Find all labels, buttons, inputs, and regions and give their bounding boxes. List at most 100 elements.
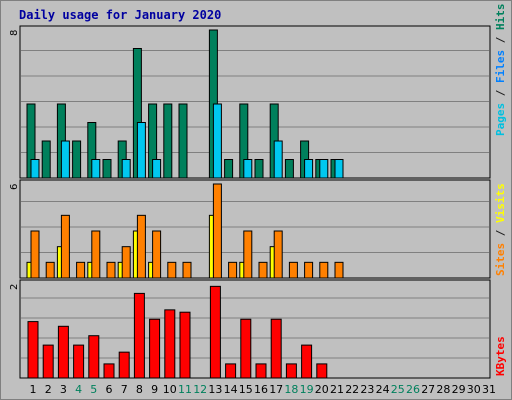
bar-visits-day-11: [182, 261, 192, 279]
bar-visits-day-15: [243, 230, 253, 279]
bar-visits-day-8: [136, 214, 146, 279]
bar-kbytes-day-14: [225, 363, 237, 379]
bar-files-day-15: [243, 159, 253, 179]
bar-visits-day-3: [60, 214, 70, 279]
bar-kbytes-day-6: [103, 363, 115, 379]
bar-hits-day-18: [284, 159, 294, 179]
y-max-label-kbytes: 2: [9, 284, 20, 290]
legend-item: Visits: [494, 183, 507, 223]
x-tick-day-19: 19: [300, 383, 314, 396]
x-tick-day-31: 31: [482, 383, 496, 396]
bar-hits-day-11: [178, 103, 188, 179]
x-tick-day-25: 25: [391, 383, 405, 396]
bar-files-day-7: [121, 159, 131, 179]
bar-kbytes-day-15: [240, 318, 252, 379]
y-max-label-visits: 6: [9, 184, 20, 190]
x-tick-day-18: 18: [284, 383, 298, 396]
legend-item: /: [494, 30, 507, 50]
bar-visits-day-20: [319, 261, 329, 279]
bar-visits-day-13: [212, 183, 222, 279]
bar-kbytes-day-13: [209, 285, 221, 379]
legend-item: /: [494, 83, 507, 103]
x-tick-day-5: 5: [90, 383, 97, 396]
bar-kbytes-day-7: [118, 351, 130, 379]
bar-visits-day-4: [76, 261, 86, 279]
x-tick-day-20: 20: [315, 383, 329, 396]
bar-files-day-21: [334, 159, 344, 179]
bar-kbytes-day-20: [316, 363, 328, 379]
bar-visits-day-16: [258, 261, 268, 279]
x-tick-day-10: 10: [163, 383, 177, 396]
legend-item: Hits: [494, 4, 507, 31]
x-tick-day-28: 28: [436, 383, 450, 396]
bar-kbytes-day-11: [179, 311, 191, 379]
x-tick-day-24: 24: [376, 383, 390, 396]
legend-item: Files: [494, 50, 507, 83]
legend-kbytes: KBytes: [494, 336, 507, 376]
x-tick-day-9: 9: [151, 383, 158, 396]
x-tick-day-21: 21: [330, 383, 344, 396]
bar-kbytes-day-9: [149, 318, 161, 379]
bar-kbytes-day-18: [285, 363, 297, 379]
bar-visits-day-10: [167, 261, 177, 279]
bar-files-day-13: [212, 103, 222, 179]
x-tick-day-23: 23: [360, 383, 374, 396]
bar-kbytes-day-19: [301, 344, 313, 379]
x-tick-day-16: 16: [254, 383, 268, 396]
bar-files-day-5: [91, 159, 101, 179]
bar-hits-day-6: [102, 159, 112, 179]
bar-kbytes-day-4: [73, 344, 85, 379]
bar-kbytes-day-10: [164, 309, 176, 379]
bar-files-day-9: [152, 159, 162, 179]
bar-visits-day-14: [228, 261, 238, 279]
bar-kbytes-day-2: [42, 344, 54, 379]
x-tick-day-3: 3: [60, 383, 67, 396]
bar-visits-day-18: [288, 261, 298, 279]
x-tick-day-1: 1: [30, 383, 37, 396]
bar-files-day-17: [273, 140, 283, 179]
x-tick-day-7: 7: [121, 383, 128, 396]
x-tick-day-4: 4: [75, 383, 82, 396]
legend-item: Pages: [494, 103, 507, 136]
bar-kbytes-day-16: [255, 363, 267, 379]
x-tick-day-27: 27: [421, 383, 435, 396]
x-tick-day-30: 30: [467, 383, 481, 396]
x-tick-day-14: 14: [224, 383, 238, 396]
legend-hits: Pages / Files / Hits: [494, 4, 507, 137]
bar-visits-day-17: [273, 230, 283, 279]
bar-files-day-20: [319, 159, 329, 179]
legend-item: KBytes: [494, 336, 507, 376]
bar-visits-day-2: [45, 261, 55, 279]
bar-files-day-19: [304, 159, 314, 179]
bar-visits-day-1: [30, 230, 40, 279]
bar-hits-day-10: [163, 103, 173, 179]
bar-kbytes-day-5: [88, 335, 100, 379]
bar-visits-day-19: [304, 261, 314, 279]
chart-title: Daily usage for January 2020: [19, 8, 221, 22]
x-tick-day-8: 8: [136, 383, 143, 396]
bar-files-day-1: [30, 159, 40, 179]
bar-hits-day-2: [41, 140, 51, 179]
bar-hits-day-4: [72, 140, 82, 179]
x-tick-day-6: 6: [106, 383, 113, 396]
x-tick-day-15: 15: [239, 383, 253, 396]
legend-item: /: [494, 223, 507, 243]
x-tick-day-11: 11: [178, 383, 192, 396]
bar-visits-day-6: [106, 261, 116, 279]
x-tick-day-29: 29: [452, 383, 466, 396]
x-tick-day-2: 2: [45, 383, 52, 396]
bar-visits-day-5: [91, 230, 101, 279]
bar-kbytes-day-1: [27, 321, 39, 379]
bar-kbytes-day-3: [57, 325, 69, 379]
bar-hits-day-16: [254, 159, 264, 179]
bar-kbytes-day-17: [270, 318, 282, 379]
bar-files-day-3: [60, 140, 70, 179]
bar-visits-day-21: [334, 261, 344, 279]
legend-visits: Sites / Visits: [494, 183, 507, 276]
bar-files-day-8: [136, 122, 146, 179]
legend-item: Sites: [494, 243, 507, 276]
bar-kbytes-day-8: [133, 292, 145, 379]
y-max-label-hits: 8: [9, 30, 20, 36]
x-tick-day-17: 17: [269, 383, 283, 396]
